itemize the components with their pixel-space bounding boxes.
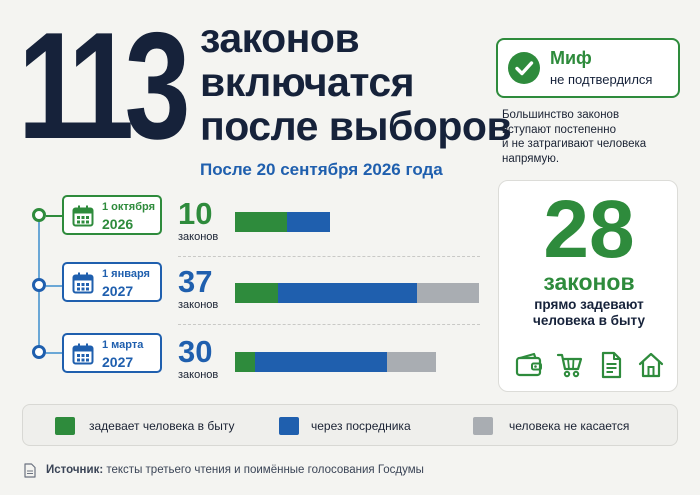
bar-segment-intermediary bbox=[278, 283, 417, 303]
myth-description-line: напрямую. bbox=[502, 152, 560, 165]
bar-segment-none bbox=[417, 283, 479, 303]
row-divider bbox=[178, 324, 480, 325]
myth-box: Миф не подтвердился bbox=[496, 38, 680, 98]
headline-line-2: включатся bbox=[200, 59, 415, 105]
bar-segment-direct bbox=[235, 212, 287, 232]
law-count-label: законов bbox=[178, 369, 219, 381]
summary-card: 28 законов прямо задевают человека в быт… bbox=[498, 180, 678, 392]
headline-title: законов включатся после выборов bbox=[200, 15, 512, 149]
myth-description-line: вступают постепенно bbox=[502, 123, 616, 136]
law-count-3: 30 bbox=[178, 334, 213, 369]
timeline-connector bbox=[46, 352, 62, 354]
timeline-dot bbox=[32, 345, 46, 359]
calendar-icon bbox=[72, 272, 94, 294]
source-note: Источник: тексты третьего чтения и поимё… bbox=[46, 464, 424, 476]
headline-line-1: законов bbox=[200, 15, 360, 61]
myth-description: Большинство законов вступают постепенно … bbox=[502, 108, 687, 166]
wallet-icon bbox=[515, 352, 542, 377]
date-card-2: 1 января 2027 bbox=[62, 262, 162, 302]
myth-description-line: и не затрагивают человека bbox=[502, 138, 647, 150]
headline-number: 113 bbox=[18, 1, 191, 171]
source-text: тексты третьего чтения и поимённые голос… bbox=[103, 464, 424, 476]
date-year: 2027 bbox=[102, 354, 134, 370]
shopping-cart-icon bbox=[556, 353, 583, 378]
myth-title: Миф bbox=[550, 48, 592, 68]
headline-line-3: после выборов bbox=[200, 103, 512, 149]
legend-label-intermediary: через посредника bbox=[311, 419, 411, 433]
legend-swatch-intermediary bbox=[279, 417, 299, 435]
stacked-bar-1 bbox=[235, 212, 330, 232]
law-count-label: законов bbox=[178, 231, 219, 243]
legend-swatch-none bbox=[473, 417, 493, 435]
bar-segment-intermediary bbox=[255, 352, 387, 372]
source-label: Источник: bbox=[46, 464, 104, 476]
summary-number: 28 bbox=[543, 184, 635, 275]
date-year: 2027 bbox=[102, 283, 134, 299]
date-day-month: 1 октября bbox=[102, 201, 155, 213]
legend: задевает человека в быту через посредник… bbox=[22, 404, 678, 446]
timeline-dot bbox=[32, 278, 46, 292]
bar-segment-direct bbox=[235, 352, 255, 372]
check-icon bbox=[508, 52, 540, 84]
calendar-icon bbox=[72, 205, 94, 227]
document-icon bbox=[24, 463, 36, 478]
headline-subtitle: После 20 сентября 2026 года bbox=[200, 160, 443, 179]
calendar-icon bbox=[72, 343, 94, 365]
law-count-2: 37 bbox=[178, 264, 213, 299]
summary-text-line: человека в быту bbox=[532, 313, 645, 328]
myth-subtitle: не подтвердился bbox=[550, 72, 653, 87]
summary-word: законов bbox=[543, 269, 635, 295]
date-card-1: 1 октября 2026 bbox=[62, 195, 162, 235]
timeline-connector bbox=[46, 285, 62, 287]
row-divider bbox=[178, 256, 480, 257]
stacked-bar-2 bbox=[235, 283, 479, 303]
legend-swatch-direct bbox=[55, 417, 75, 435]
legend-label-direct: задевает человека в быту bbox=[89, 419, 235, 433]
timeline-connector bbox=[46, 215, 62, 217]
date-day-month: 1 марта bbox=[102, 339, 144, 351]
bar-segment-direct bbox=[235, 283, 278, 303]
bar-segment-none bbox=[387, 352, 436, 372]
timeline-dot bbox=[32, 208, 46, 222]
stacked-bar-3 bbox=[235, 352, 436, 372]
house-icon bbox=[638, 352, 664, 378]
date-day-month: 1 января bbox=[102, 268, 150, 280]
date-year: 2026 bbox=[102, 216, 134, 232]
law-count-label: законов bbox=[178, 299, 219, 311]
law-count-1: 10 bbox=[178, 196, 213, 231]
date-card-3: 1 марта 2027 bbox=[62, 333, 162, 373]
summary-text: прямо задевают человека в быту bbox=[499, 297, 679, 329]
bar-segment-intermediary bbox=[287, 212, 330, 232]
summary-text-line: прямо задевают bbox=[534, 297, 644, 312]
legend-label-none: человека не касается bbox=[509, 419, 630, 433]
myth-description-line: Большинство законов bbox=[502, 109, 620, 121]
document-icon bbox=[601, 351, 622, 379]
